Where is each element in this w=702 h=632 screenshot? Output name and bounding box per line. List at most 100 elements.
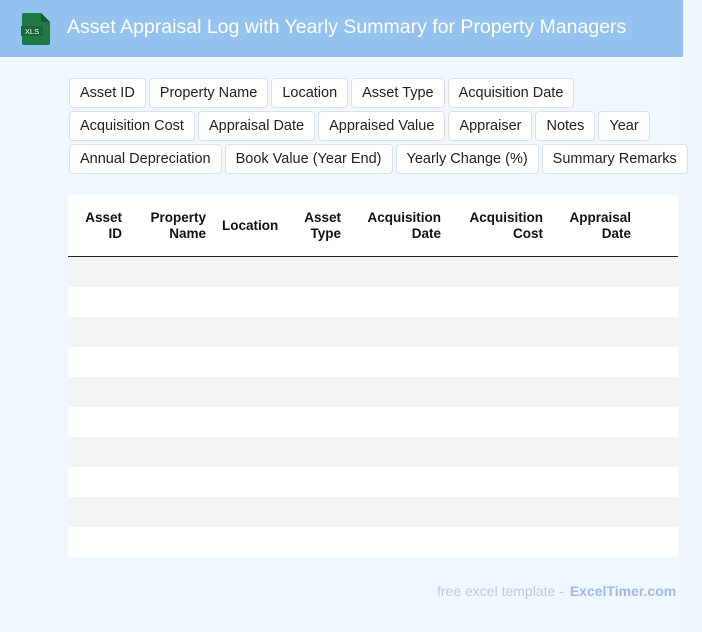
field-chip[interactable]: Yearly Change (%) (395, 144, 539, 174)
table-cell[interactable] (130, 256, 214, 287)
field-chip[interactable]: Appraiser (448, 111, 533, 141)
table-cell[interactable] (284, 347, 349, 377)
table-cell[interactable] (130, 467, 214, 497)
field-chip[interactable]: Year (598, 111, 650, 141)
table-cell[interactable] (214, 437, 284, 467)
table-cell[interactable] (349, 377, 449, 407)
table-cell[interactable] (284, 527, 349, 557)
table-cell[interactable] (284, 467, 349, 497)
field-chip[interactable]: Annual Depreciation (69, 144, 222, 174)
table-cell[interactable] (449, 256, 551, 287)
table-row (68, 467, 678, 497)
table-cell[interactable] (284, 437, 349, 467)
table-cell[interactable] (349, 527, 449, 557)
table-cell[interactable] (551, 377, 639, 407)
table-cell[interactable] (551, 497, 639, 527)
table-cell[interactable] (214, 497, 284, 527)
field-chip[interactable]: Location (271, 78, 349, 108)
table-cell[interactable] (214, 407, 284, 437)
table-cell[interactable] (449, 287, 551, 317)
table-cell[interactable] (214, 317, 284, 347)
table-cell[interactable] (68, 287, 130, 317)
table-cell[interactable] (68, 527, 130, 557)
table-cell[interactable] (284, 407, 349, 437)
field-chip[interactable]: Property Name (148, 78, 269, 108)
table-cell[interactable] (68, 467, 130, 497)
table-cell[interactable] (214, 256, 284, 287)
table-cell[interactable] (284, 377, 349, 407)
table-cell[interactable] (130, 407, 214, 437)
table-cell[interactable] (449, 317, 551, 347)
table-cell[interactable] (639, 497, 678, 527)
table-cell[interactable] (639, 377, 678, 407)
table-cell[interactable] (551, 347, 639, 377)
table-cell[interactable] (449, 467, 551, 497)
table-cell[interactable] (214, 377, 284, 407)
table-cell[interactable] (639, 347, 678, 377)
table-cell[interactable] (639, 256, 678, 287)
table-cell[interactable] (551, 527, 639, 557)
table-cell[interactable] (130, 377, 214, 407)
table-cell[interactable] (68, 256, 130, 287)
table-cell[interactable] (68, 407, 130, 437)
field-chip[interactable]: Appraisal Date (197, 111, 316, 141)
table-cell[interactable] (551, 256, 639, 287)
field-chip[interactable]: Acquisition Date (447, 78, 575, 108)
table-cell[interactable] (130, 317, 214, 347)
table-cell[interactable] (349, 347, 449, 377)
table-cell[interactable] (130, 527, 214, 557)
footer-brand-link[interactable]: ExcelTimer.com (569, 583, 677, 599)
field-chip[interactable]: Notes (535, 111, 596, 141)
table-cell[interactable] (349, 287, 449, 317)
table-cell[interactable] (214, 287, 284, 317)
field-chip[interactable]: Book Value (Year End) (224, 144, 393, 174)
table-cell[interactable] (284, 287, 349, 317)
table-cell[interactable] (130, 497, 214, 527)
table-cell[interactable] (449, 527, 551, 557)
table-row (68, 317, 678, 347)
table-cell[interactable] (284, 256, 349, 287)
table-cell[interactable] (639, 437, 678, 467)
table-cell[interactable] (349, 317, 449, 347)
field-chip[interactable]: Asset ID (69, 78, 146, 108)
table-cell[interactable] (68, 497, 130, 527)
table-cell[interactable] (551, 287, 639, 317)
table-cell[interactable] (284, 497, 349, 527)
table-cell[interactable] (449, 347, 551, 377)
table-cell[interactable] (639, 467, 678, 497)
table-cell[interactable] (68, 347, 130, 377)
table-cell[interactable] (214, 527, 284, 557)
field-chip[interactable]: Acquisition Cost (69, 111, 195, 141)
table-cell[interactable] (639, 317, 678, 347)
table-cell[interactable] (214, 347, 284, 377)
table-cell[interactable] (284, 317, 349, 347)
table-cell[interactable] (449, 497, 551, 527)
table-cell[interactable] (449, 377, 551, 407)
field-chip[interactable]: Summary Remarks (541, 144, 688, 174)
field-chip[interactable]: Appraised Value (318, 111, 446, 141)
table-cell[interactable] (349, 256, 449, 287)
table-cell[interactable] (349, 467, 449, 497)
table-cell[interactable] (449, 437, 551, 467)
table-cell[interactable] (68, 437, 130, 467)
column-header: Asset ID (68, 195, 130, 257)
table-cell[interactable] (551, 407, 639, 437)
table-cell[interactable] (349, 437, 449, 467)
table-cell[interactable] (551, 437, 639, 467)
table-cell[interactable] (214, 467, 284, 497)
table-cell[interactable] (130, 347, 214, 377)
table-cell[interactable] (349, 407, 449, 437)
header-bar: XLS Asset Appraisal Log with Yearly Summ… (0, 0, 683, 57)
table-cell[interactable] (551, 467, 639, 497)
table-cell[interactable] (639, 527, 678, 557)
table-cell[interactable] (130, 287, 214, 317)
table-cell[interactable] (130, 437, 214, 467)
table-cell[interactable] (639, 407, 678, 437)
table-cell[interactable] (551, 317, 639, 347)
table-cell[interactable] (449, 407, 551, 437)
table-cell[interactable] (349, 497, 449, 527)
table-cell[interactable] (68, 317, 130, 347)
table-cell[interactable] (639, 287, 678, 317)
field-chip[interactable]: Asset Type (351, 78, 445, 108)
table-cell[interactable] (68, 377, 130, 407)
